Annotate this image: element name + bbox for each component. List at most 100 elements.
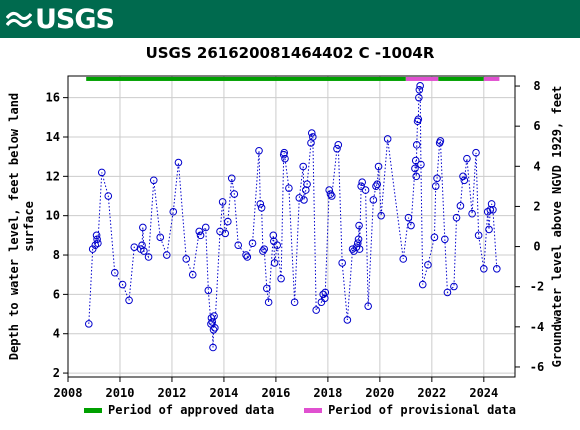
data-point xyxy=(209,343,217,352)
data-point xyxy=(436,137,445,145)
data-point xyxy=(327,192,336,200)
data-point xyxy=(260,245,269,253)
period-bars xyxy=(86,76,500,81)
left-axis-ticks: 2 4 6 8 10 12 14 16 xyxy=(46,91,68,380)
x-tick-label: 2012 xyxy=(158,386,187,400)
series-line xyxy=(88,85,498,348)
legend: Period of approved data Period of provis… xyxy=(84,402,546,418)
data-point xyxy=(319,290,328,299)
data-point xyxy=(242,251,250,259)
data-point xyxy=(416,82,424,90)
grid-lines xyxy=(67,76,515,377)
data-point xyxy=(290,298,299,307)
right-tick-label: 6 xyxy=(533,119,540,133)
data-point xyxy=(280,148,289,157)
right-tick-label: -2 xyxy=(530,280,544,294)
data-point xyxy=(407,221,415,230)
usgs-banner: USGS xyxy=(0,0,580,38)
left-axis-label-line-1: Depth to water level, feet below land xyxy=(7,93,21,360)
x-tick-label: 2018 xyxy=(313,386,342,400)
data-point xyxy=(182,255,191,263)
usgs-logo[interactable]: USGS xyxy=(6,3,115,35)
data-point xyxy=(93,235,101,244)
legend-swatch-provisional xyxy=(304,407,323,413)
data-point xyxy=(84,320,93,328)
usgs-logo-text: USGS xyxy=(35,3,115,35)
data-point xyxy=(257,204,266,212)
data-point xyxy=(188,270,197,279)
data-point xyxy=(441,235,449,244)
data-point xyxy=(443,288,452,297)
period-bar xyxy=(405,76,439,81)
data-point xyxy=(373,180,382,189)
data-point xyxy=(417,160,425,169)
data-point xyxy=(460,176,469,185)
data-point xyxy=(156,233,165,242)
data-point xyxy=(377,211,385,220)
data-point xyxy=(140,247,148,255)
data-point xyxy=(326,190,335,198)
data-point xyxy=(270,259,279,267)
data-point xyxy=(97,168,106,177)
right-tick-label: 4 xyxy=(533,159,540,173)
chart-title: USGS 261620081464402 C -1004R xyxy=(145,44,435,62)
data-point xyxy=(343,316,352,324)
data-point xyxy=(264,298,273,307)
data-point xyxy=(139,223,147,232)
data-point xyxy=(216,227,224,236)
left-tick-label: 10 xyxy=(46,209,60,223)
x-tick-label: 2010 xyxy=(106,386,135,400)
left-tick-label: 12 xyxy=(46,169,60,183)
data-point xyxy=(196,231,205,240)
right-tick-label: -4 xyxy=(530,320,544,334)
data-point xyxy=(412,141,421,149)
data-point xyxy=(88,245,97,253)
data-point xyxy=(383,135,392,143)
right-tick-label: -6 xyxy=(530,360,544,374)
data-point xyxy=(94,239,102,248)
data-point xyxy=(334,141,343,149)
data-point xyxy=(110,268,119,277)
data-point xyxy=(463,154,471,163)
x-tick-label: 2020 xyxy=(365,386,394,400)
data-point xyxy=(210,312,218,320)
data-point xyxy=(485,225,493,234)
data-point xyxy=(372,182,380,190)
data-point xyxy=(125,296,133,305)
data-point xyxy=(204,286,213,295)
right-tick-label: 2 xyxy=(533,199,540,213)
data-points xyxy=(84,82,501,352)
data-point xyxy=(489,205,497,214)
data-point xyxy=(162,251,171,259)
right-axis-ticks: 8 6 4 2 0 -2 -4 -6 xyxy=(515,79,544,374)
right-tick-label: 0 xyxy=(533,240,540,254)
data-point xyxy=(300,196,308,204)
data-point xyxy=(285,184,293,192)
data-point xyxy=(480,264,488,273)
data-point xyxy=(358,178,366,187)
data-point xyxy=(452,213,461,222)
data-point xyxy=(374,162,383,171)
data-point xyxy=(256,200,265,208)
data-point xyxy=(174,158,183,167)
legend-label-provisional: Period of provisional data xyxy=(328,403,517,417)
data-point xyxy=(430,233,439,242)
data-point xyxy=(312,306,320,314)
data-point xyxy=(357,182,365,190)
data-point xyxy=(468,209,476,218)
data-point xyxy=(321,288,330,297)
data-point xyxy=(424,261,432,269)
period-bar xyxy=(86,76,406,81)
data-point xyxy=(224,217,232,226)
data-point xyxy=(369,196,378,204)
data-point xyxy=(234,241,243,249)
data-point xyxy=(227,174,236,183)
data-point xyxy=(269,231,278,240)
data-point xyxy=(459,172,467,181)
data-point xyxy=(303,180,311,189)
data-point xyxy=(169,207,178,216)
plot-frame xyxy=(67,75,516,378)
x-tick-label: 2016 xyxy=(261,386,290,400)
data-point xyxy=(414,115,423,124)
